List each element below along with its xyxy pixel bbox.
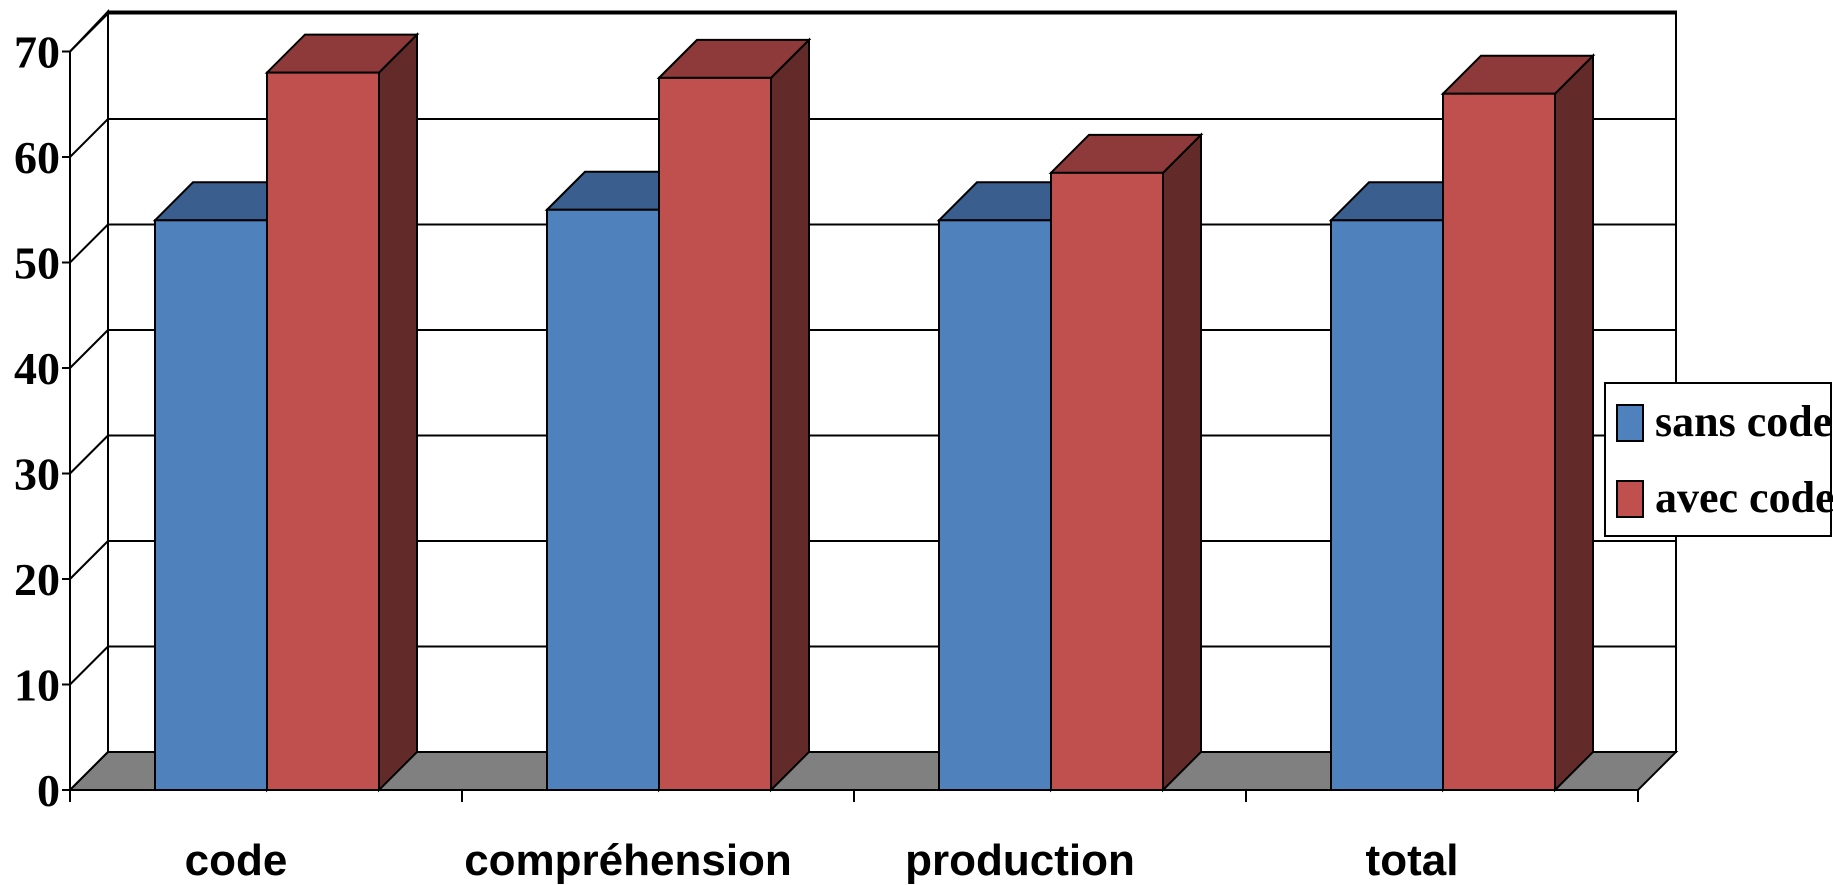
legend-item-1: avec code xyxy=(1616,473,1833,522)
side-wall xyxy=(69,8,109,793)
legend-swatch xyxy=(1616,480,1644,518)
bar-side xyxy=(770,37,810,793)
y-tick-label-5: 50 xyxy=(14,238,60,289)
y-tick-label-3: 30 xyxy=(14,449,60,500)
bar-front xyxy=(1442,92,1556,791)
y-tick-label-1: 10 xyxy=(14,660,60,711)
bar-side xyxy=(1554,53,1594,793)
bar-side xyxy=(1162,132,1202,793)
bar-front xyxy=(546,208,660,791)
bar-front xyxy=(1050,171,1164,791)
legend-label: avec code xyxy=(1655,473,1833,522)
bar-avec-code-1 xyxy=(656,37,812,793)
y-tick-label-4: 40 xyxy=(14,343,60,394)
legend-item-0: sans code xyxy=(1616,397,1832,446)
legend: sans code avec code xyxy=(1604,382,1833,537)
legend-label: sans code xyxy=(1655,397,1832,446)
gridline-side xyxy=(69,223,109,264)
category-label-1: compréhension xyxy=(464,836,792,885)
y-tick-label-7: 70 xyxy=(14,27,60,78)
bar-front xyxy=(1330,219,1444,792)
gridline-side xyxy=(69,329,109,369)
gridline-side xyxy=(69,12,109,53)
bar-avec-code-3 xyxy=(1440,53,1596,793)
gridline-side xyxy=(69,434,109,475)
category-label-2: production xyxy=(905,836,1135,885)
gridline-side xyxy=(69,540,109,580)
y-tick-label-6: 60 xyxy=(14,132,60,183)
gridline-side xyxy=(69,118,109,158)
bar-front xyxy=(266,71,380,792)
bars xyxy=(152,32,1596,793)
y-tick-label-2: 20 xyxy=(14,554,60,605)
bar-front xyxy=(154,219,268,792)
y-tick-label-0: 0 xyxy=(37,765,60,816)
category-label-3: total xyxy=(1366,836,1459,885)
bar-front xyxy=(938,219,1052,792)
axes: code compréhension production total 0 10 20 30 4… xyxy=(14,27,1639,885)
bar-avec-code-2 xyxy=(1048,132,1204,793)
bar-avec-code-0 xyxy=(264,32,420,793)
gridline-side xyxy=(69,645,109,686)
category-label-0: code xyxy=(185,836,288,885)
bar-side xyxy=(378,32,418,793)
legend-swatch xyxy=(1616,404,1644,442)
bar-front xyxy=(658,76,772,791)
